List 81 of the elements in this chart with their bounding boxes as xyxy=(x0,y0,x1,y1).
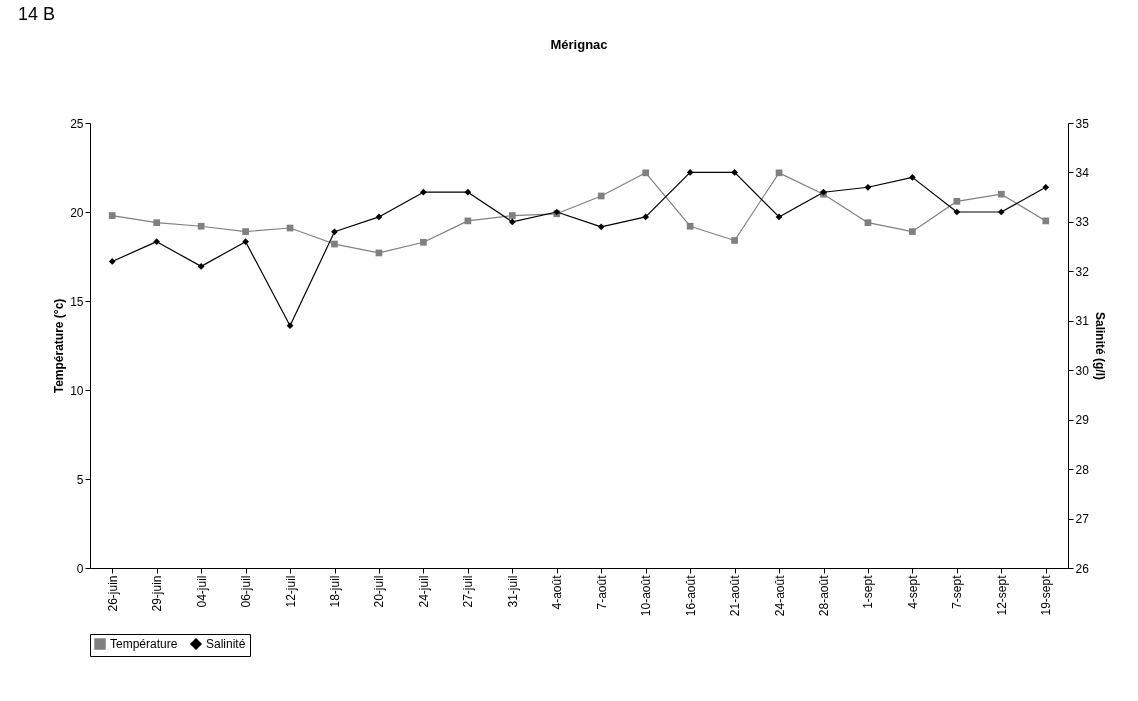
point xyxy=(242,238,249,246)
y2-tick-label: 27 xyxy=(1075,512,1090,527)
point xyxy=(153,219,161,227)
x-tick-label: 1-sept xyxy=(861,574,876,609)
point xyxy=(997,208,1005,216)
y2-tick-label: 31 xyxy=(1075,314,1090,329)
point xyxy=(597,192,605,200)
point xyxy=(909,228,916,235)
x-tick-label: 26-juin xyxy=(105,575,120,612)
chart-title: Mérignac xyxy=(550,37,608,52)
point xyxy=(953,197,961,205)
x-tick-label: 24-juil xyxy=(416,575,431,608)
point xyxy=(153,238,161,246)
point xyxy=(108,212,116,219)
point xyxy=(508,212,516,219)
y-tick-label: 5 xyxy=(76,472,84,487)
point xyxy=(1042,217,1050,225)
x-tick-label: 7-août xyxy=(594,574,609,610)
x-tick-label: 04-juil xyxy=(194,575,209,608)
point xyxy=(642,213,650,221)
legend-label: Température xyxy=(110,637,178,651)
y-tick-label: 0 xyxy=(76,561,84,576)
point xyxy=(508,218,516,226)
y2-tick-label: 26 xyxy=(1075,561,1090,576)
point xyxy=(731,169,738,176)
point xyxy=(775,169,783,177)
y2-tick-label: 32 xyxy=(1075,264,1090,279)
x-tick-label: 18-juil xyxy=(328,575,342,608)
legend-label: Salinité xyxy=(206,637,246,651)
point xyxy=(197,222,205,230)
point xyxy=(686,169,694,176)
y2-tick-label: 29 xyxy=(1075,413,1090,428)
point xyxy=(1042,183,1050,191)
point xyxy=(642,169,650,177)
text: 14 B xyxy=(18,4,56,24)
point xyxy=(953,208,961,216)
y2-tick-label: 30 xyxy=(1075,363,1090,378)
y2-tick-label: 34 xyxy=(1075,165,1090,180)
point xyxy=(464,188,472,196)
y2-tick-label: 28 xyxy=(1075,462,1090,477)
point xyxy=(286,322,294,330)
x-tick-label: 4-sept xyxy=(905,574,920,609)
point xyxy=(420,238,427,246)
point xyxy=(864,219,872,227)
x-tick-label: 20-juil xyxy=(372,575,387,608)
x-tick-label: 16-août xyxy=(683,574,698,617)
x-tick-label: 06-juil xyxy=(239,575,254,608)
point xyxy=(909,174,916,181)
point xyxy=(331,240,338,248)
point xyxy=(108,258,116,265)
point xyxy=(731,237,738,244)
point xyxy=(375,213,383,221)
x-tick-label: 29-juin xyxy=(150,575,165,612)
y-tick-label: 15 xyxy=(70,294,84,309)
x-tick-label: 24-août xyxy=(772,574,787,617)
x-tick-label: 10-août xyxy=(639,574,654,617)
y2-axis-title: Salinité (g/l) xyxy=(1092,311,1107,381)
x-tick-label: 12-sept xyxy=(994,574,1009,616)
y2-tick-label: 35 xyxy=(1075,116,1090,131)
x-tick-label: 28-août xyxy=(817,574,831,617)
point xyxy=(864,183,872,191)
y-tick-label: 10 xyxy=(70,383,84,398)
x-tick-label: 31-juil xyxy=(505,575,520,608)
point xyxy=(242,228,249,235)
point xyxy=(775,213,783,221)
x-tick-label: 4-août xyxy=(550,574,565,610)
y-tick-label: 20 xyxy=(70,205,84,220)
point xyxy=(597,223,605,231)
x-tick-label: 19-sept xyxy=(1039,574,1054,616)
point xyxy=(997,190,1005,198)
y-tick-label: 25 xyxy=(70,116,84,131)
point xyxy=(420,188,427,196)
y2-tick-label: 33 xyxy=(1075,215,1090,230)
x-tick-label: 7-sept xyxy=(950,574,965,609)
x-tick-label: 27-juil xyxy=(461,575,476,608)
point xyxy=(686,222,694,230)
point xyxy=(331,228,338,236)
x-tick-label: 12-juil xyxy=(283,575,298,608)
x-tick-label: 21-août xyxy=(728,574,743,617)
y-axis-title: Température (°c) xyxy=(52,298,67,394)
point xyxy=(197,263,205,270)
